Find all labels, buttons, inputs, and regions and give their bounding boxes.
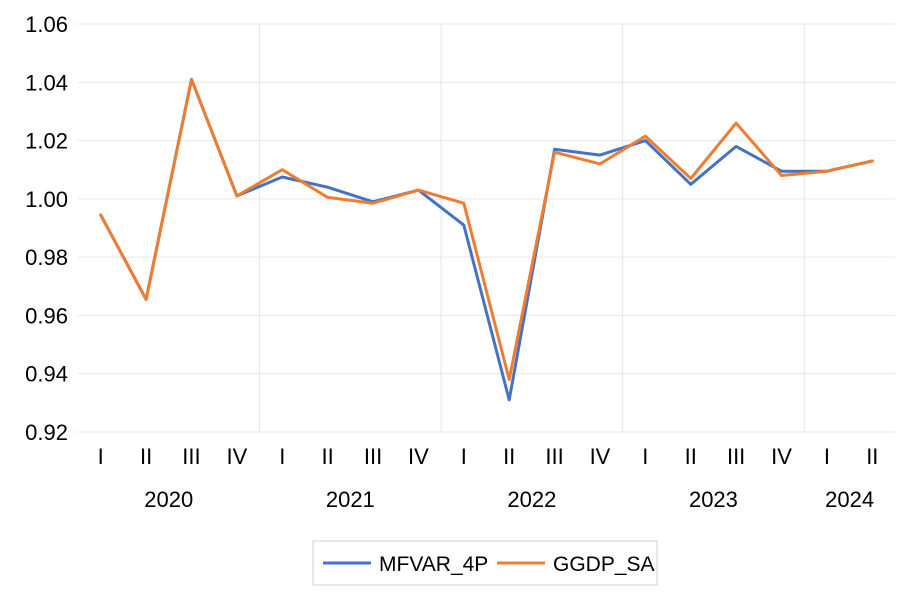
quarter-label: II xyxy=(140,444,152,469)
quarter-label: II xyxy=(503,444,515,469)
y-tick-label: 1.02 xyxy=(25,129,68,154)
quarter-label: II xyxy=(322,444,334,469)
quarter-label: III xyxy=(545,444,563,469)
y-tick-label: 0.96 xyxy=(25,303,68,328)
quarter-label: III xyxy=(727,444,745,469)
quarter-label: I xyxy=(461,444,467,469)
y-tick-label: 0.94 xyxy=(25,362,68,387)
legend-label: MFVAR_4P xyxy=(379,553,488,576)
series-lines xyxy=(99,77,874,402)
quarter-label: III xyxy=(182,444,200,469)
year-label: 2020 xyxy=(144,487,193,512)
quarter-label: IV xyxy=(771,444,792,469)
quarter-label: IV xyxy=(590,444,611,469)
year-label: 2022 xyxy=(507,487,556,512)
quarter-label: IV xyxy=(226,444,247,469)
legend-label: GGDP_SA xyxy=(553,553,655,576)
y-tick-label: 0.98 xyxy=(25,245,68,270)
series-line-ggdp-sa xyxy=(99,77,874,381)
quarter-label: II xyxy=(866,444,878,469)
series-line-mfvar-4p xyxy=(99,77,874,402)
y-tick-label: 1.06 xyxy=(25,12,68,37)
quarter-label: II xyxy=(685,444,697,469)
quarter-label: III xyxy=(364,444,382,469)
quarter-label: IV xyxy=(408,444,429,469)
y-tick-label: 1.00 xyxy=(25,187,68,212)
gridlines xyxy=(78,23,895,433)
y-tick-label: 1.04 xyxy=(25,70,68,95)
quarter-label: I xyxy=(98,444,104,469)
y-axis: 0.92 0.94 0.96 0.98 1.00 1.02 1.04 1.06 xyxy=(25,12,68,445)
legend: MFVAR_4P GGDP_SA xyxy=(312,540,658,586)
quarter-label: I xyxy=(824,444,830,469)
year-label: 2023 xyxy=(689,487,738,512)
year-label: 2024 xyxy=(825,487,874,512)
quarter-label: I xyxy=(642,444,648,469)
y-tick-label: 0.92 xyxy=(25,420,68,445)
quarter-label: I xyxy=(279,444,285,469)
year-label: 2021 xyxy=(326,487,375,512)
